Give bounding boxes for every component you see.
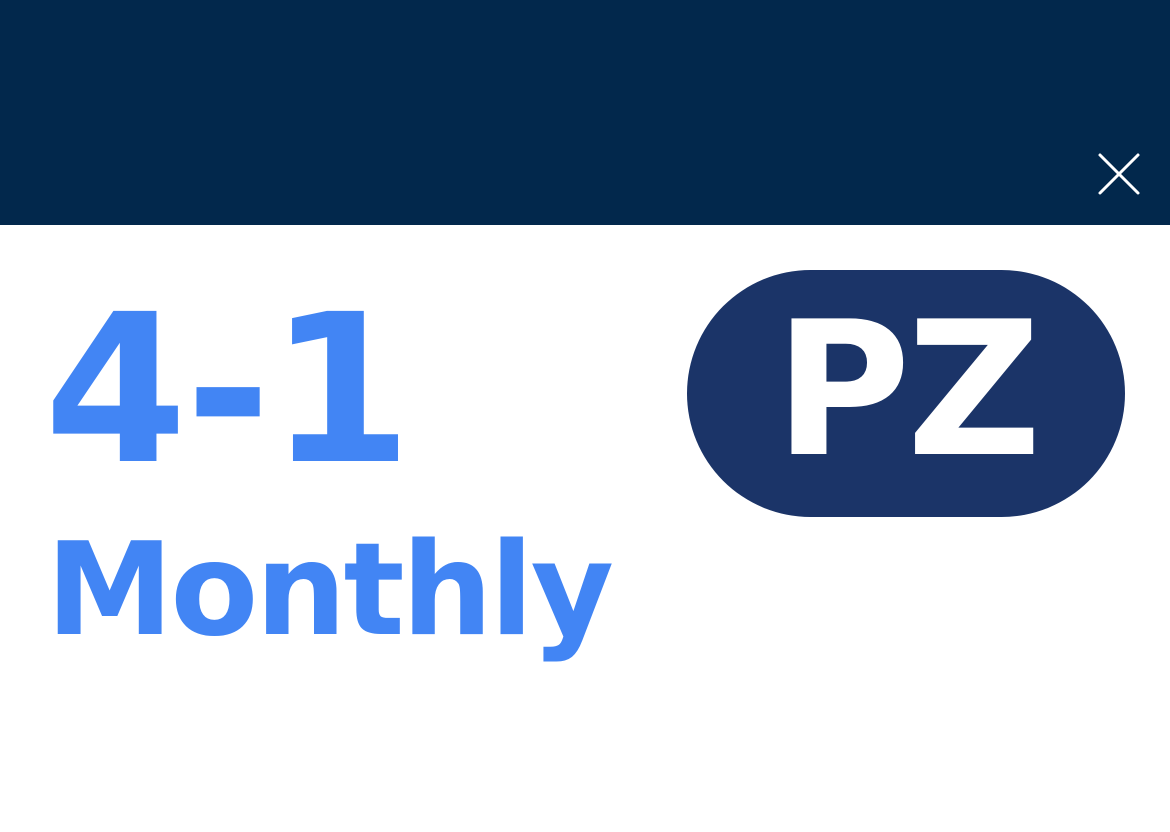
zone-badge-label: PZ <box>774 280 1041 498</box>
header-bar <box>0 0 1170 225</box>
route-info-panel: 4-1 Monthly PZ <box>0 225 1170 832</box>
route-frequency: Monthly <box>46 516 614 665</box>
zone-badge: PZ <box>687 270 1125 517</box>
close-button[interactable] <box>1094 149 1144 199</box>
close-icon <box>1098 153 1140 195</box>
route-number: 4-1 <box>44 270 412 510</box>
